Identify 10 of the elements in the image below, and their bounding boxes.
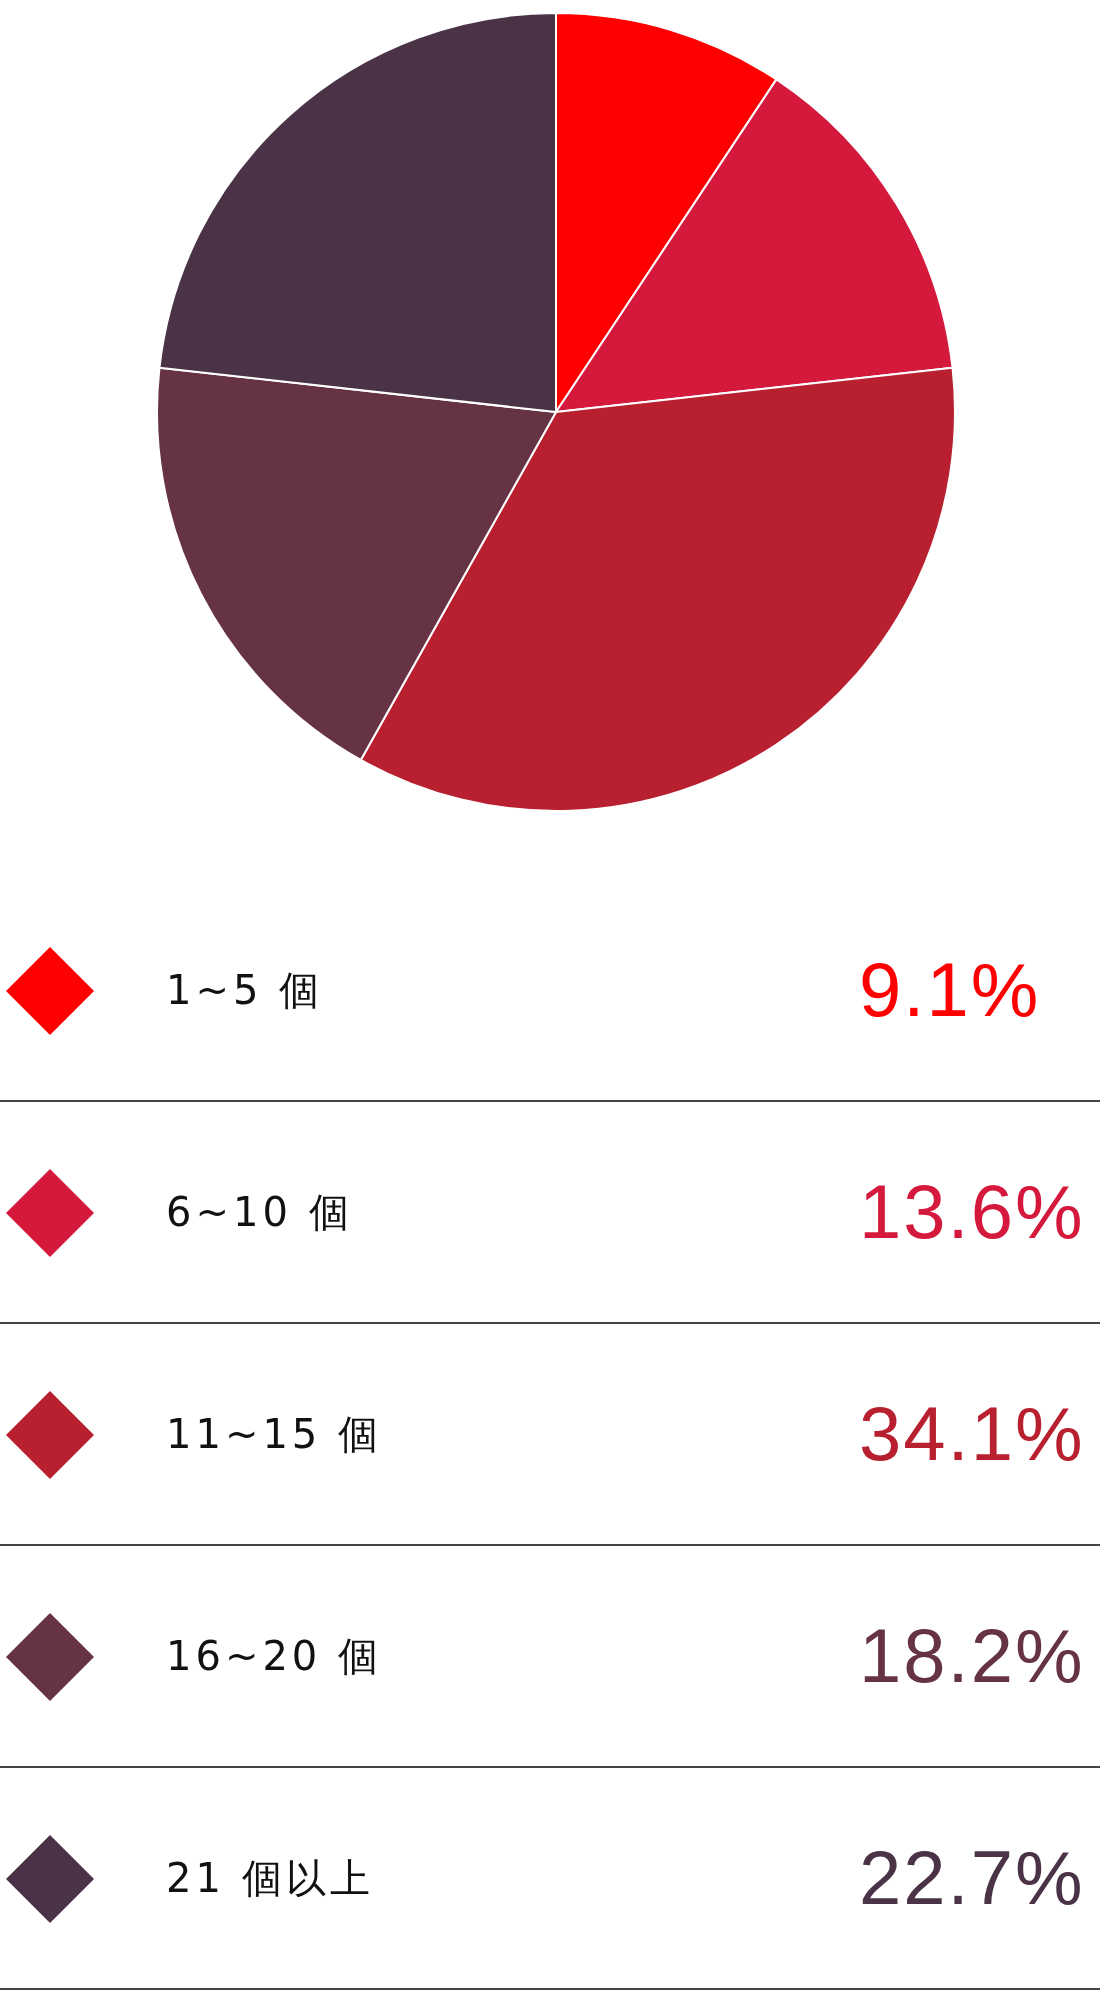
legend-label: 11~15 個	[166, 1409, 383, 1459]
legend-label: 6~10 個	[166, 1187, 353, 1237]
data-label: 18.2%	[859, 1613, 1085, 1698]
legend-label: 21 個以上	[166, 1853, 374, 1903]
data-label: 9.1%	[859, 947, 1041, 1032]
legend-label: 16~20 個	[166, 1631, 383, 1681]
data-label: 34.1%	[859, 1391, 1085, 1476]
data-label: 13.6%	[859, 1169, 1085, 1254]
legend-label: 1~5 個	[166, 965, 324, 1015]
data-label: 22.7%	[859, 1835, 1085, 1920]
